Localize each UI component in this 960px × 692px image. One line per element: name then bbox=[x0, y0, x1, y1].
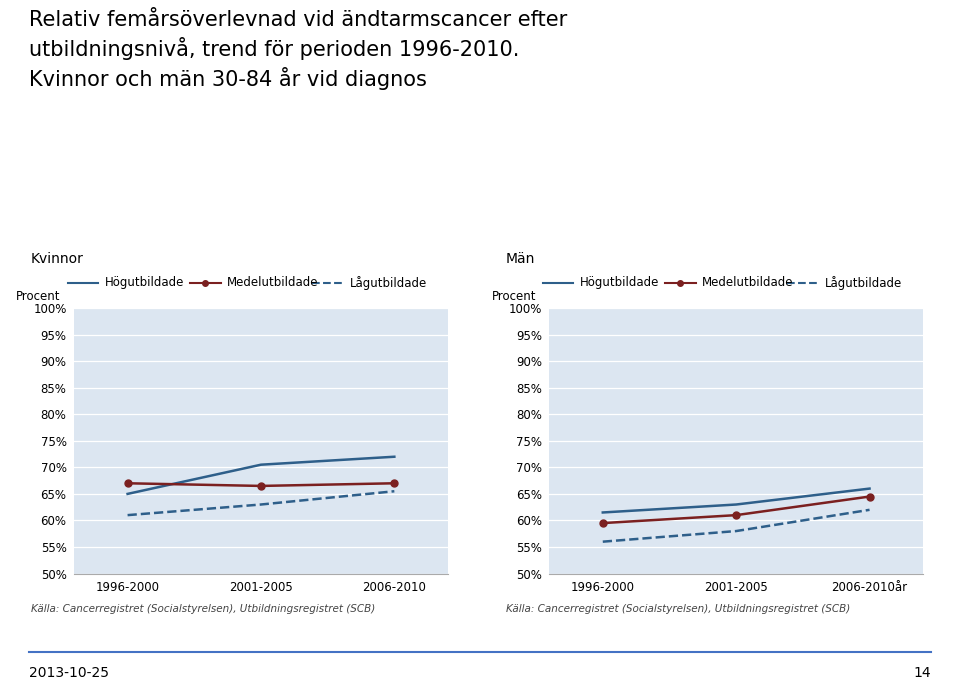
Text: Källa: Cancerregistret (Socialstyrelsen), Utbildningsregistret (SCB): Källa: Cancerregistret (Socialstyrelsen)… bbox=[506, 604, 850, 614]
Text: Relativ femårsöverlevnad vid ändtarmscancer efter
utbildningsnivå, trend för per: Relativ femårsöverlevnad vid ändtarmscan… bbox=[29, 10, 567, 90]
Text: Källa: Cancerregistret (Socialstyrelsen), Utbildningsregistret (SCB): Källa: Cancerregistret (Socialstyrelsen)… bbox=[31, 604, 374, 614]
Text: Procent: Procent bbox=[16, 290, 60, 303]
Text: Medelutbildade: Medelutbildade bbox=[228, 276, 319, 289]
Text: Högutbildade: Högutbildade bbox=[105, 276, 184, 289]
Text: Män: Män bbox=[506, 252, 535, 266]
Text: Högutbildade: Högutbildade bbox=[580, 276, 660, 289]
Text: Lågutbildade: Lågutbildade bbox=[349, 276, 426, 290]
Text: 2013-10-25: 2013-10-25 bbox=[29, 666, 108, 680]
Text: Lågutbildade: Lågutbildade bbox=[825, 276, 901, 290]
Text: 14: 14 bbox=[914, 666, 931, 680]
Text: Procent: Procent bbox=[492, 290, 536, 303]
Text: Kvinnor: Kvinnor bbox=[31, 252, 84, 266]
Text: Medelutbildade: Medelutbildade bbox=[703, 276, 794, 289]
